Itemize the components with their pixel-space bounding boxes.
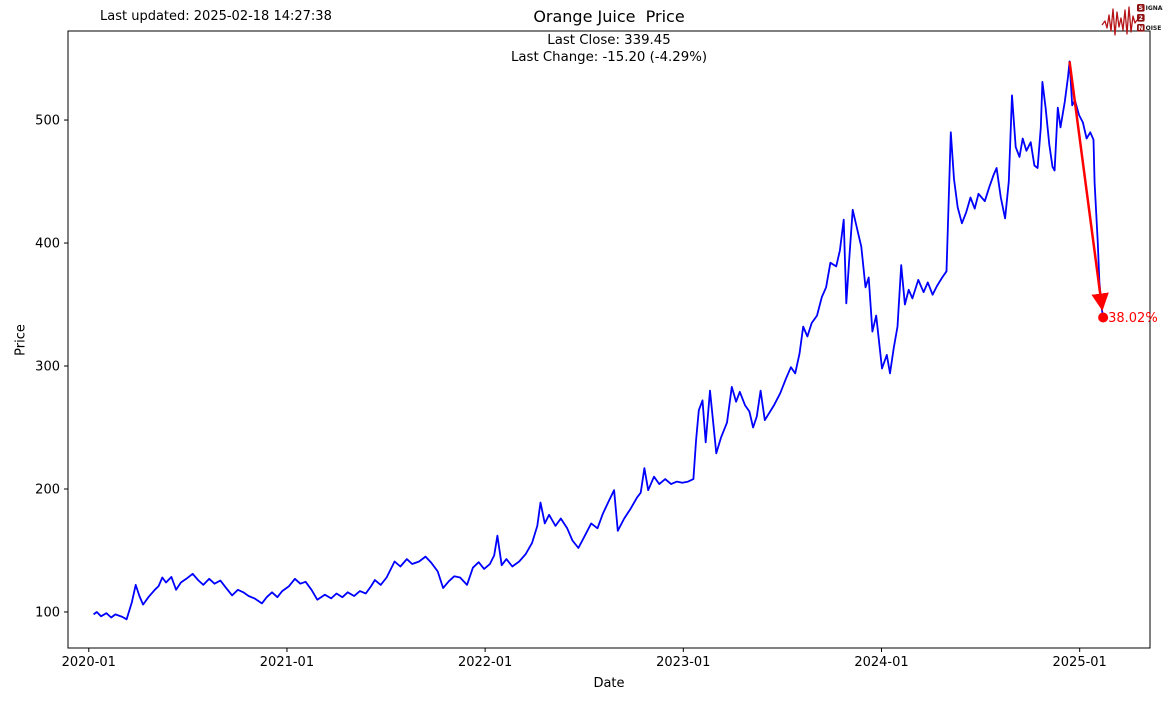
signal2noise-logo: S 2 N IGNAL OISE xyxy=(1101,4,1163,36)
chart-title: Orange Juice Price xyxy=(533,7,685,26)
last-close-text: Last Close: 339.45 xyxy=(547,33,671,48)
drop-endpoint-dot xyxy=(1098,312,1109,323)
logo-word-ignal: IGNAL xyxy=(1146,5,1163,12)
y-axis-label: Price xyxy=(13,324,29,356)
logo-word-oise: OISE xyxy=(1146,25,1162,32)
y-tick-label: 400 xyxy=(35,237,60,252)
logo-text: S 2 N IGNAL OISE xyxy=(1137,4,1163,32)
logo-box-2 xyxy=(1137,14,1145,22)
logo-box-n xyxy=(1137,24,1145,32)
plot-border xyxy=(67,30,1151,649)
price-line xyxy=(93,60,1104,621)
x-tick-label: 2024-01 xyxy=(854,655,908,670)
y-tick-label: 500 xyxy=(35,114,60,129)
drop-arrow xyxy=(1068,61,1109,311)
y-tick-label: 100 xyxy=(35,605,60,620)
chart-subtitle: Last Close: 339.45 Last Change: -15.20 (… xyxy=(68,32,1150,66)
logo-letter-n: N xyxy=(1138,25,1143,32)
x-tick-label: 2025-01 xyxy=(1053,655,1107,670)
logo-box-s xyxy=(1137,4,1145,12)
annotation-label: 38.02% xyxy=(1108,311,1158,326)
heartbeat-wave-icon xyxy=(1101,6,1138,36)
logo-letter-2: 2 xyxy=(1139,15,1143,22)
x-tick-label: 2023-01 xyxy=(656,655,710,670)
x-tick-label: 2021-01 xyxy=(260,655,314,670)
y-tick-label: 300 xyxy=(35,360,60,375)
logo-letter-s: S xyxy=(1139,5,1143,12)
y-tick-label: 200 xyxy=(35,482,60,497)
x-tick-label: 2020-01 xyxy=(62,655,116,670)
x-tick-label: 2022-01 xyxy=(458,655,512,670)
last-change-text: Last Change: -15.20 (-4.29%) xyxy=(510,50,708,65)
x-axis-label: Date xyxy=(593,676,625,691)
last-updated-text: Last updated: 2025-02-18 14:27:38 xyxy=(100,9,332,24)
